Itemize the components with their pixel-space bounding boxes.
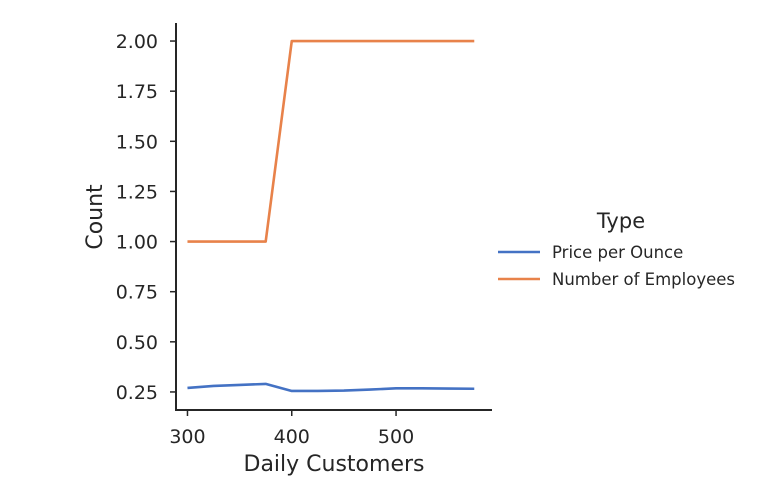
series-line-price-per-ounce [187,382,475,393]
x-ticks: 300 400 500 [169,410,414,448]
legend-title: Type [596,209,645,233]
y-tick-label: 0.75 [116,282,158,304]
series-line-number-of-employees [187,39,475,243]
legend-label: Number of Employees [552,270,735,289]
y-tick-label: 0.25 [116,382,158,404]
y-ticks: 0.25 0.50 0.75 1.00 1.25 1.50 1.75 2.00 [116,31,176,404]
legend: Type Price per Ounce Number of Employees [498,209,735,289]
y-tick-label: 1.50 [116,131,158,153]
x-tick-label: 400 [274,426,310,448]
plot-area: 0.25 0.50 0.75 1.00 1.25 1.50 1.75 2.00 300 400 5… [116,23,492,448]
series-layer [187,39,475,393]
y-tick-label: 1.75 [116,81,158,103]
x-tick-label: 500 [378,426,414,448]
y-tick-label: 1.00 [116,232,158,254]
y-tick-label: 0.50 [116,332,158,354]
y-tick-label: 1.25 [116,181,158,203]
x-tick-label: 300 [169,426,205,448]
x-axis-label: Daily Customers [244,452,425,477]
legend-label: Price per Ounce [552,243,683,262]
legend-items: Price per Ounce Number of Employees [498,243,735,289]
y-tick-label: 2.00 [116,31,158,53]
y-axis-label: Count [83,184,108,250]
